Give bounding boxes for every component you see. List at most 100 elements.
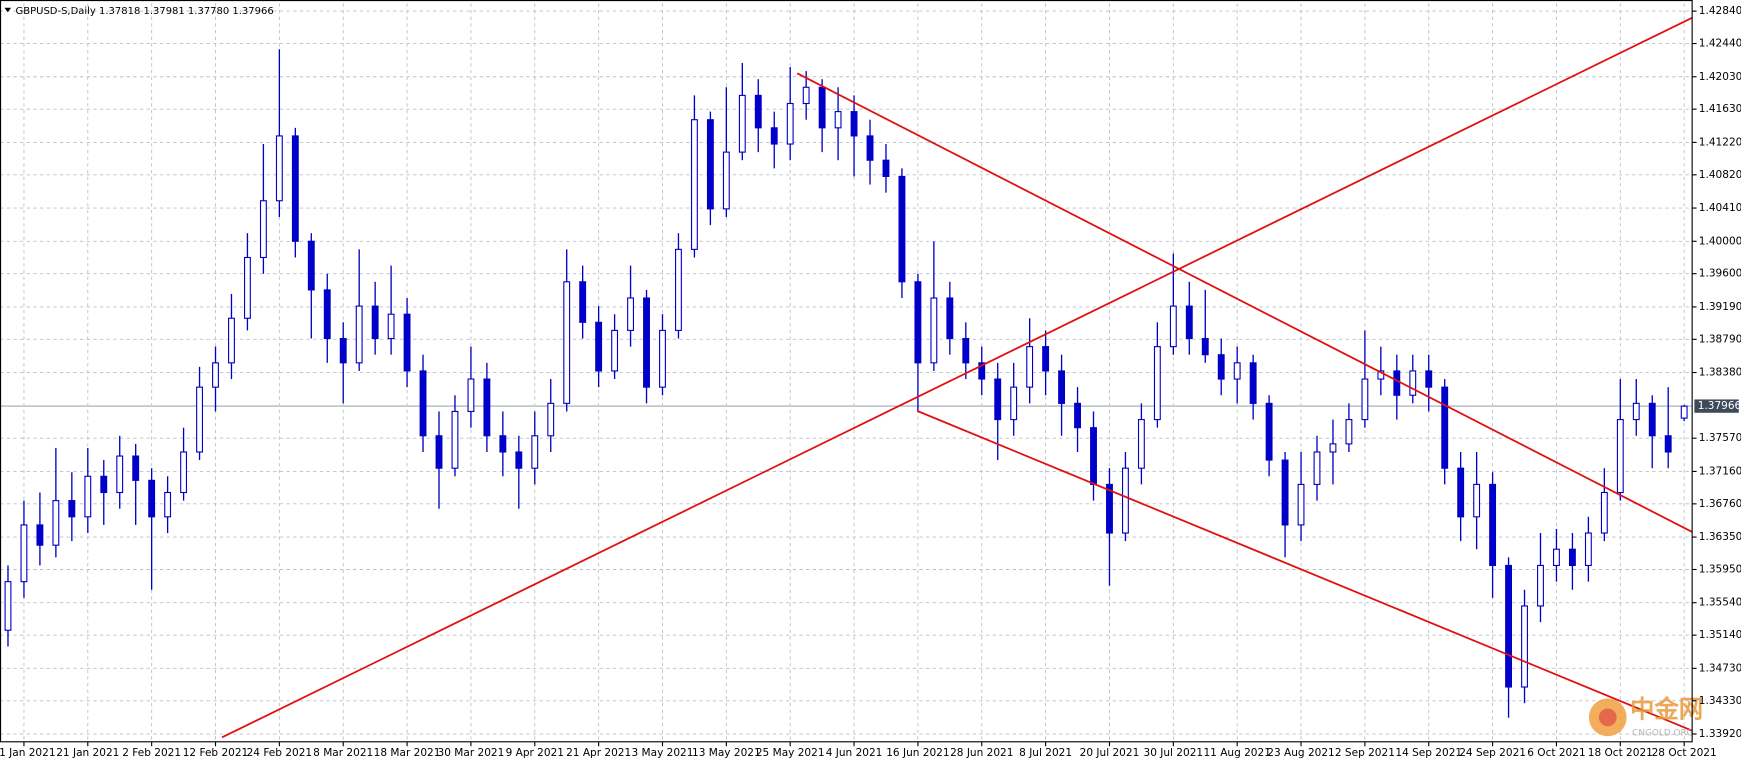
x-tick-label: 25 May 2021 [756,747,825,759]
candle-body [243,256,251,319]
candle-body [1377,370,1385,380]
candle-body [706,119,714,210]
y-tick-label: 1.35540 [1699,597,1741,609]
candle-body [1521,605,1528,688]
grid [0,3,1693,742]
candle-body [994,378,1002,421]
x-tick-label: 16 Jun 2021 [886,747,949,759]
candle-body [563,281,571,404]
x-tick-label: 12 Feb 2021 [183,747,249,759]
plot-frame [0,0,1693,743]
y-tick-label: 1.37570 [1699,432,1741,444]
candle-body [100,475,108,494]
candle-body [419,370,427,437]
current-price-box [1694,399,1739,413]
candle-body [1106,483,1113,534]
x-tick-label: 3 May 2021 [632,747,694,759]
candle-body [1058,370,1066,404]
candle-body [52,500,60,546]
candle-body [387,313,395,340]
x-tick-label: 14 Sep 2021 [1395,747,1462,759]
candle-body [196,386,203,453]
candle-body [515,451,523,469]
candle-body [1441,386,1449,469]
candle-body [1169,305,1177,348]
y-tick-label: 1.42030 [1699,71,1741,83]
candle-body [307,240,315,291]
watermark-text: 中金网 [1630,695,1703,724]
candle-body [1457,467,1465,518]
candle-body [738,94,746,153]
candle-body [1026,346,1034,388]
x-tick-label: 23 Aug 2021 [1267,747,1334,759]
y-tick-label: 1.33920 [1699,728,1741,740]
candle-body [1042,346,1050,372]
candle-body [1249,362,1257,404]
trend-lines [221,16,1693,739]
candle-body [1632,402,1640,421]
x-tick-label: 28 Jun 2021 [950,747,1013,759]
candle-body [786,102,794,145]
candle-body [659,329,666,388]
candle-body [467,378,475,413]
watermark: 中金网 CNGOLD.ORG [1588,695,1703,738]
candle-body [579,281,587,323]
candle-body [355,305,363,364]
candle-body [132,455,140,481]
candle-body [499,435,507,453]
candle-body [834,111,842,129]
candle-body [148,479,156,518]
candle-body [1345,419,1353,445]
x-tick-label: 4 Jun 2021 [826,747,883,759]
watermark-logo [1598,708,1617,727]
candle-body [850,111,858,137]
candle-body [1201,337,1209,356]
y-tick-label: 1.38380 [1699,367,1741,379]
candle-body [1074,402,1081,429]
candles [4,49,1688,718]
x-tick-label: 21 Jan 2021 [56,747,119,759]
candle-body [403,313,411,372]
candle-body [1090,427,1097,485]
candle-body [802,86,810,105]
y-tick-label: 1.34730 [1699,662,1741,674]
y-tick-label: 1.38790 [1699,333,1741,345]
candle-body [451,410,459,469]
candle-body [1648,402,1656,437]
candle-body [611,329,619,372]
y-tick-label: 1.40000 [1699,235,1741,247]
candle-body [371,305,379,340]
candle-body [818,86,826,129]
x-tick-label: 24 Feb 2021 [247,747,313,759]
y-tick-label: 1.39190 [1699,301,1741,313]
x-tick-label: 18 Oct 2021 [1588,747,1653,759]
candle-body [962,337,970,364]
y-tick-label: 1.40410 [1699,202,1741,214]
candle-body [164,491,172,518]
y-tick-label: 1.42440 [1699,38,1741,50]
candle-body [1281,459,1289,526]
x-tick-label: 13 May 2021 [692,747,761,759]
y-tick-label: 1.34330 [1699,695,1741,707]
candle-body [259,200,267,259]
candle-body [1553,548,1560,566]
candle-body [1489,483,1497,566]
candle-body [627,297,635,331]
current-price-label: 1.37966 [1698,400,1741,412]
candle-body [770,127,778,145]
candle-body [1265,402,1273,461]
candle-body [722,151,730,210]
candle-body [1600,491,1608,534]
trend-line [916,410,1693,732]
candle-body [1568,548,1576,566]
x-tick-label: 18 Mar 2021 [374,747,441,759]
candle-body [1584,532,1592,566]
candle-body [595,321,603,372]
candle-body [212,362,219,388]
candle-body [946,297,954,340]
candle-body [1010,386,1018,421]
y-tick-label: 1.36350 [1699,531,1741,543]
candle-body [1153,346,1161,421]
candle-body [291,135,299,242]
